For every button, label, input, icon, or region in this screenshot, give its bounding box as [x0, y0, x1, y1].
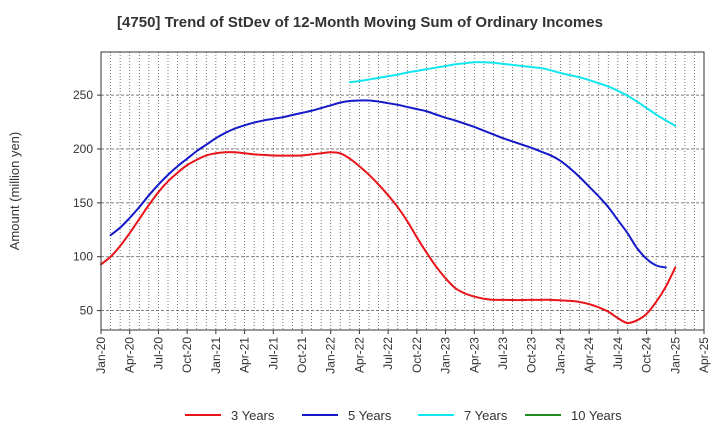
legend-item-5-years: 5 Years [302, 405, 391, 425]
legend-label: 5 Years [348, 407, 392, 423]
legend-label: 7 Years [464, 407, 508, 423]
x-tick-label: Apr-21 [238, 337, 252, 373]
x-tick-label: Apr-24 [582, 337, 596, 373]
legend-swatch [418, 414, 454, 416]
x-tick-label: Jan-24 [553, 337, 567, 374]
x-tick-label: Jul-22 [381, 337, 395, 370]
legend-label: 3 Years [231, 407, 275, 423]
legend-swatch [302, 414, 338, 416]
plot-border [100, 51, 705, 331]
x-tick-label: Jan-22 [324, 337, 338, 374]
y-axis-title: Amount (million yen) [7, 132, 22, 251]
y-tick-label: 50 [80, 304, 94, 318]
x-axis-ticks: Jan-20 Apr-20 Jul-20 Oct-20 Jan-21 Apr-21 Jul-… [94, 330, 711, 374]
series-lines [100, 61, 677, 325]
x-tick-label: Jan-21 [209, 337, 223, 374]
x-tick-label: Jul-24 [611, 337, 625, 370]
x-tick-label: Jul-21 [266, 337, 280, 370]
x-tick-label: Oct-24 [640, 337, 654, 373]
x-tick-label: Jul-23 [496, 337, 510, 370]
x-tick-label: Oct-20 [180, 337, 194, 373]
legend-swatch [525, 414, 561, 416]
x-tick-label: Oct-21 [295, 337, 309, 373]
series-line-7-years [348, 61, 677, 127]
legend-swatch [185, 414, 221, 416]
plot-area [101, 52, 704, 330]
y-tick-label: 250 [73, 88, 93, 102]
x-tick-label: Jan-20 [94, 337, 108, 374]
legend: 3 Years 5 Years 7 Years 10 Years [0, 405, 720, 425]
chart-title: [4750] Trend of StDev of 12-Month Moving… [117, 14, 603, 31]
x-tick-label: Jan-25 [668, 337, 682, 374]
legend-label: 10 Years [571, 407, 622, 423]
x-tick-label: Oct-22 [410, 337, 424, 373]
x-tick-label: Oct-23 [525, 337, 539, 373]
x-tick-label: Apr-25 [697, 337, 711, 373]
legend-item-7-years: 7 Years [418, 405, 507, 425]
y-tick-label: 200 [73, 142, 93, 156]
x-tick-label: Jan-23 [439, 337, 453, 374]
y-tick-label: 100 [73, 250, 93, 264]
x-tick-label: Apr-22 [352, 337, 366, 373]
legend-item-3-years: 3 Years [185, 405, 274, 425]
legend-item-10-years: 10 Years [525, 405, 622, 425]
x-tick-label: Jul-20 [151, 337, 165, 370]
x-tick-label: Apr-23 [467, 337, 481, 373]
y-axis-ticks: 50 100 150 200 250 [73, 88, 101, 318]
series-line-5-years [109, 99, 667, 269]
x-tick-label: Apr-20 [123, 337, 137, 373]
series-line-3-years [100, 151, 677, 325]
y-tick-label: 150 [73, 196, 93, 210]
